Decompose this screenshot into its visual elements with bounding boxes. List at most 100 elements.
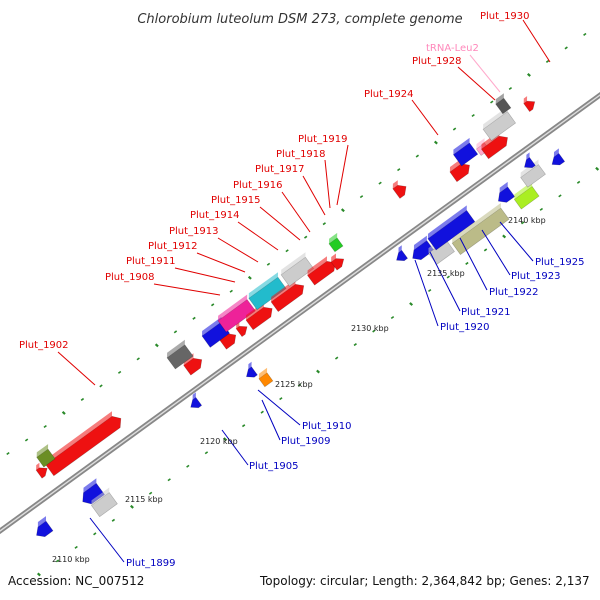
feature-plut-1925-arrow-b-bevel bbox=[553, 148, 559, 157]
feature-plut-1919-bevel bbox=[331, 253, 336, 262]
feature-gray-gene-a-shape[interactable] bbox=[166, 344, 194, 370]
feature-plut-1920[interactable] bbox=[396, 245, 409, 262]
gene-label-plut-1899[interactable]: Plut_1899 bbox=[126, 558, 176, 569]
guide-dot-inner bbox=[595, 166, 600, 171]
gene-label-plut-1925[interactable]: Plut_1925 bbox=[535, 257, 585, 268]
feature-plut-1928-blue-shape[interactable] bbox=[452, 142, 479, 167]
guide-dot-inner bbox=[539, 207, 544, 211]
feature-plut-1928-blue[interactable] bbox=[452, 137, 479, 167]
feature-small-plus-a[interactable] bbox=[35, 462, 48, 479]
feature-plut-1930-shape[interactable] bbox=[495, 97, 512, 115]
feature-plut-1905-shape[interactable] bbox=[190, 396, 203, 409]
feature-plut-1909-shape[interactable] bbox=[246, 366, 258, 378]
feature-gray-gene-a[interactable] bbox=[166, 339, 194, 370]
guide-dot-outer bbox=[266, 262, 271, 266]
gene-label-plut-1923[interactable]: Plut_1923 bbox=[511, 271, 561, 282]
feature-plut-1916-shape[interactable] bbox=[270, 283, 305, 313]
gene-label-plut-1922[interactable]: Plut_1922 bbox=[489, 287, 539, 298]
guide-dot-outer bbox=[471, 113, 475, 118]
feature-plut-1930-red-shape[interactable] bbox=[523, 100, 536, 113]
feature-plut-1910[interactable] bbox=[258, 367, 274, 388]
feature-plut-1908-shape[interactable] bbox=[183, 357, 203, 376]
gene-label-plut-1917[interactable]: Plut_1917 bbox=[255, 164, 305, 175]
gene-label-plut-1928[interactable]: Plut_1928 bbox=[412, 56, 462, 67]
tick-label-2115: 2115 kbp bbox=[125, 495, 163, 504]
feature-plut-1919-green[interactable] bbox=[328, 232, 344, 253]
gene-features[interactable] bbox=[35, 93, 566, 538]
feature-plut-1902-shape[interactable] bbox=[45, 415, 122, 477]
feature-plut-1928[interactable] bbox=[449, 158, 470, 183]
feature-plut-1922-bevel bbox=[427, 205, 467, 239]
feature-plut-1925-shape[interactable] bbox=[497, 186, 516, 203]
feature-plut-1923[interactable] bbox=[451, 203, 510, 256]
feature-plut-1917[interactable] bbox=[280, 252, 315, 287]
guide-dot-outer bbox=[527, 73, 531, 77]
feature-plut-1919-shape[interactable] bbox=[330, 258, 345, 271]
feature-plut-1924[interactable] bbox=[392, 180, 407, 199]
leader-line-16 bbox=[481, 229, 511, 276]
gene-label-plut-1921[interactable]: Plut_1921 bbox=[461, 307, 511, 318]
feature-plut-1912-shape[interactable] bbox=[235, 325, 248, 338]
gene-label-plut-1909[interactable]: Plut_1909 bbox=[281, 436, 331, 447]
feature-plut-1930-red[interactable] bbox=[523, 96, 536, 113]
leader-line-8 bbox=[259, 206, 301, 241]
minus-strand-labels[interactable]: Plut_1925 Plut_1923 Plut_1922 Plut_1921 … bbox=[126, 257, 585, 569]
gene-label-plut-1908[interactable]: Plut_1908 bbox=[105, 272, 155, 283]
feature-small-plus-a-shape[interactable] bbox=[35, 467, 48, 479]
guide-dot-outer bbox=[247, 275, 252, 280]
leader-line-10 bbox=[217, 237, 259, 263]
plus-strand-labels[interactable]: Plut_1930 tRNA-Leu2 Plut_1928 Plut_1924 … bbox=[19, 11, 530, 351]
gene-label-plut-1912[interactable]: Plut_1912 bbox=[148, 241, 198, 252]
feature-plut-1925-arrow-b[interactable] bbox=[551, 148, 566, 166]
feature-minus-gray-a[interactable] bbox=[90, 487, 118, 518]
gene-label-plut-1930[interactable]: Plut_1930 bbox=[480, 11, 530, 22]
feature-plut-1911-blue-shape[interactable] bbox=[201, 321, 231, 348]
feature-plut-1925-arrow[interactable] bbox=[524, 152, 536, 169]
gene-label-trna-leu2[interactable]: tRNA-Leu2 bbox=[426, 43, 479, 54]
feature-plut-1899[interactable] bbox=[36, 516, 54, 538]
guide-dot-inner bbox=[55, 559, 60, 563]
gene-label-plut-1911[interactable]: Plut_1911 bbox=[126, 256, 176, 267]
gene-label-plut-1913[interactable]: Plut_1913 bbox=[169, 226, 219, 237]
feature-plut-1925-arrow-shape[interactable] bbox=[524, 156, 536, 169]
gene-label-plut-1910[interactable]: Plut_1910 bbox=[302, 421, 352, 432]
feature-plut-1928b-shape[interactable] bbox=[480, 135, 508, 160]
tick-label-2130: 2130 kbp bbox=[351, 324, 389, 333]
feature-plut-1911-blue[interactable] bbox=[201, 316, 231, 348]
feature-plut-1899-shape[interactable] bbox=[36, 520, 54, 538]
guide-dot-inner bbox=[502, 234, 507, 239]
feature-plut-1919[interactable] bbox=[330, 253, 345, 271]
gene-label-plut-1902[interactable]: Plut_1902 bbox=[19, 340, 69, 351]
feature-plut-1928-shape[interactable] bbox=[449, 163, 470, 183]
feature-plut-1930-red-bevel bbox=[523, 96, 528, 104]
gene-label-plut-1914[interactable]: Plut_1914 bbox=[190, 210, 240, 221]
gene-label-plut-1905[interactable]: Plut_1905 bbox=[249, 461, 299, 472]
gene-label-plut-1924[interactable]: Plut_1924 bbox=[364, 89, 414, 100]
feature-plut-1925-arrow-b-shape[interactable] bbox=[551, 152, 566, 166]
gene-label-plut-1915[interactable]: Plut_1915 bbox=[211, 195, 261, 206]
feature-plut-1921[interactable] bbox=[412, 235, 435, 261]
feature-green-gene[interactable] bbox=[36, 444, 56, 468]
gene-label-plut-1919[interactable]: Plut_1919 bbox=[298, 134, 348, 145]
guide-dot-outer bbox=[340, 208, 345, 213]
tick-label-2120: 2120 kbp bbox=[200, 437, 238, 446]
leader-line-4 bbox=[336, 144, 349, 206]
feature-plut-1930-gray[interactable] bbox=[482, 106, 517, 142]
feature-plut-1902[interactable] bbox=[45, 411, 122, 477]
gene-label-plut-1920[interactable]: Plut_1920 bbox=[440, 322, 490, 333]
gene-label-plut-1916[interactable]: Plut_1916 bbox=[233, 180, 283, 191]
feature-plut-1930[interactable] bbox=[495, 93, 512, 115]
feature-plut-1925[interactable] bbox=[497, 181, 516, 203]
leader-line-1 bbox=[469, 54, 501, 93]
feature-plut-1912[interactable] bbox=[235, 321, 248, 338]
gene-label-plut-1918[interactable]: Plut_1918 bbox=[276, 149, 326, 160]
feature-green-gene-shape[interactable] bbox=[36, 448, 56, 468]
feature-plut-1909[interactable] bbox=[246, 361, 258, 378]
feature-plut-1921-shape[interactable] bbox=[412, 240, 435, 261]
feature-plut-1923-shape[interactable] bbox=[451, 207, 510, 256]
leader-line-6 bbox=[302, 175, 326, 216]
feature-plut-1909-bevel bbox=[248, 361, 252, 370]
feature-plut-1905[interactable] bbox=[190, 392, 203, 409]
feature-plut-1920-shape[interactable] bbox=[396, 249, 409, 262]
